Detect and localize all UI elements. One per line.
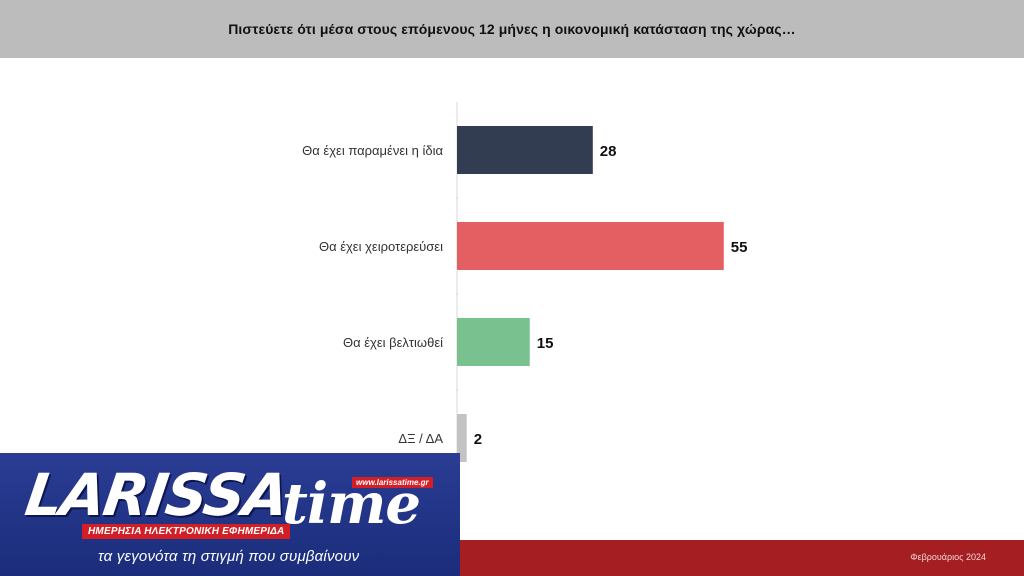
bar-3: [457, 318, 530, 366]
bar-2: [457, 222, 724, 270]
logo-brand-main: LARISSA: [21, 461, 292, 529]
logo-slogan: τα γεγονότα τη στιγμή που συμβαίνουν: [98, 548, 360, 565]
category-label: Θα έχει χειροτερεύσει: [319, 239, 443, 254]
chart-title: Πιστεύετε ότι μέσα στους επόμενους 12 μή…: [228, 21, 796, 37]
bar-4: [457, 414, 467, 462]
logo-url: www.larissatime.gr: [352, 477, 433, 488]
data-label: 55: [731, 239, 748, 256]
category-label: Θα έχει βελτιωθεί: [343, 335, 443, 350]
logo-tagline: ΗΜΕΡΗΣΙΑ ΗΛΕΚΤΡΟΝΙΚΗ ΕΦΗΜΕΡΙΔΑ: [82, 524, 291, 539]
chart-header: Πιστεύετε ότι μέσα στους επόμενους 12 μή…: [0, 0, 1024, 58]
data-label: 2: [474, 431, 482, 448]
larissatime-logo: LARISSA time www.larissatime.gr ΗΜΕΡΗΣΙΑ…: [0, 453, 460, 576]
footer-date: Φεβρουάριος 2024: [910, 552, 986, 562]
bar-1: [457, 126, 593, 174]
category-label: Θα έχει παραμένει η ίδια: [302, 143, 443, 158]
data-label: 28: [600, 143, 617, 160]
category-label: ΔΞ / ΔΑ: [398, 431, 443, 446]
data-label: 15: [537, 335, 554, 352]
